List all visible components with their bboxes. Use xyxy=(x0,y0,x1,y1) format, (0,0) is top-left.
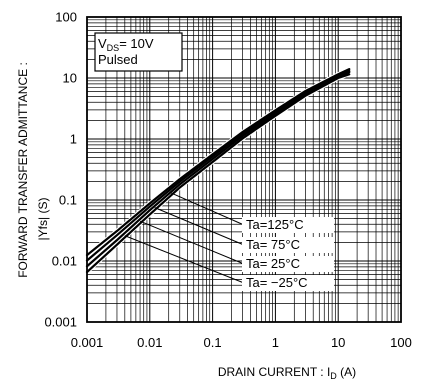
y-axis-label-line1: FORWARD TRANSFER ADMITTANCE : xyxy=(16,62,30,278)
y-tick-label: 10 xyxy=(63,71,77,86)
x-tick-label: 0.001 xyxy=(71,335,104,350)
legend-leader-line xyxy=(171,192,245,226)
conditions-box xyxy=(94,32,183,72)
x-axis-label-sub: D xyxy=(330,371,337,381)
plot-frame xyxy=(86,16,402,323)
legend-label: Ta=125°C xyxy=(246,217,304,232)
y-tick-label: 0.1 xyxy=(59,193,77,208)
x-axis-label: DRAIN CURRENT : ID (A) xyxy=(218,365,356,381)
x-axis-label-main: DRAIN CURRENT : I xyxy=(218,365,330,379)
y-tick-labels: 0.001 0.01 0.1 1 10 100 xyxy=(44,10,77,330)
x-tick-label: 0.01 xyxy=(137,335,162,350)
series-line-0 xyxy=(85,67,351,257)
legend-leader-lines xyxy=(124,192,245,284)
legend-label: Ta= 25°C xyxy=(246,256,300,271)
legend-label-bg xyxy=(242,275,334,291)
series-line-1 xyxy=(85,69,351,262)
x-tick-label: 100 xyxy=(390,335,412,350)
x-tick-label: 0.1 xyxy=(204,335,222,350)
legend-label: Ta= −25°C xyxy=(246,275,308,290)
legend-leader-line xyxy=(154,207,245,246)
vds-value: = 10V xyxy=(119,36,154,51)
legend-labels: Ta=125°C Ta= 75°C Ta= 25°C Ta= −25°C xyxy=(242,217,334,291)
legend-label: Ta= 75°C xyxy=(246,237,300,252)
series-line-2 xyxy=(85,70,351,268)
x-tick-label: 10 xyxy=(331,335,345,350)
legend-leader-line xyxy=(139,220,245,265)
y-tick-label: 0.001 xyxy=(44,315,77,330)
legend-label-bg xyxy=(242,217,334,233)
y-axis-label-line2: |Yfs| (S) xyxy=(36,198,50,241)
conditions-mode: Pulsed xyxy=(98,52,138,67)
vds-main: V xyxy=(98,36,107,51)
conditions-vds: VDS= 10V xyxy=(98,36,154,53)
x-axis-label-unit: (A) xyxy=(337,365,356,379)
vds-sub: DS xyxy=(107,43,120,53)
series-line-3 xyxy=(85,73,351,274)
legend-leader-line xyxy=(124,235,245,284)
y-tick-label: 100 xyxy=(55,10,77,25)
y-tick-label: 1 xyxy=(70,132,77,147)
legend-label-bg xyxy=(242,237,334,253)
y-tick-label: 0.01 xyxy=(52,254,77,269)
legend-label-bg xyxy=(242,256,334,272)
series-curves xyxy=(84,66,352,275)
x-tick-label: 1 xyxy=(272,335,279,350)
x-tick-labels: 0.001 0.01 0.1 1 10 100 xyxy=(71,335,412,350)
